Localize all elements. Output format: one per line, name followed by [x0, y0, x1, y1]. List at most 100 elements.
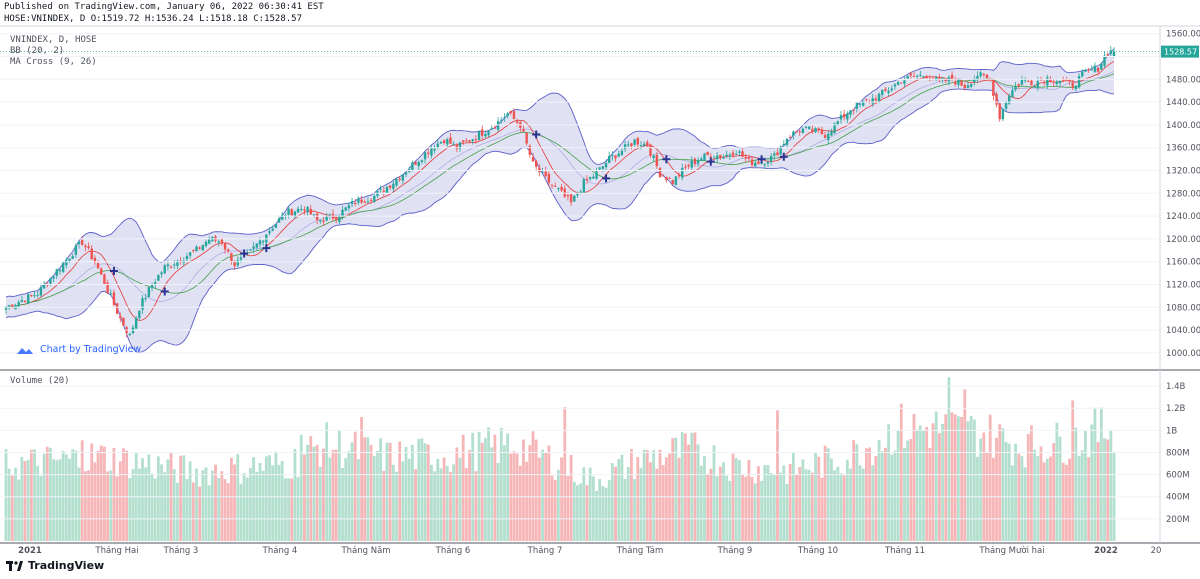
volume-bar: [118, 461, 122, 541]
candle-body: [744, 156, 747, 159]
volume-bar: [807, 469, 811, 541]
ma-cross-marker: [779, 152, 788, 161]
volume-bar: [337, 430, 341, 541]
candle-body: [852, 109, 855, 111]
volume-bar: [1074, 427, 1078, 541]
candle-body: [719, 154, 722, 158]
volume-bar: [268, 455, 271, 541]
volume-bar: [299, 434, 303, 541]
candle-body: [1052, 81, 1055, 83]
volume-bar: [26, 459, 30, 541]
volume-bar: [839, 473, 843, 541]
volume-bar: [122, 448, 125, 541]
candle-body: [554, 185, 557, 187]
candle-body: [103, 274, 106, 285]
ma-cross-marker: [160, 287, 169, 296]
volume-bar: [318, 466, 322, 541]
volume-bar: [747, 459, 751, 541]
candle-body: [833, 123, 836, 134]
candle-body: [950, 74, 954, 80]
volume-bar: [610, 463, 614, 541]
candle-body: [541, 171, 544, 173]
volume-bar: [953, 414, 957, 541]
volume-bar: [372, 456, 376, 541]
candle-body: [1055, 81, 1059, 85]
volume-bar: [436, 458, 440, 541]
volume-bar: [1058, 436, 1062, 541]
candle-body: [585, 178, 589, 181]
candle-body: [668, 177, 671, 179]
candle-body: [236, 260, 239, 266]
tradingview-logo[interactable]: TradingView: [6, 559, 104, 572]
volume-bar: [988, 414, 992, 541]
volume-bar: [483, 437, 487, 541]
price-axis-label: 1360.00: [1166, 144, 1200, 154]
candle-body: [71, 256, 74, 259]
volume-bar: [874, 455, 878, 541]
volume-bar: [1103, 438, 1106, 541]
volume-bar: [290, 478, 294, 541]
volume-bar: [633, 479, 637, 541]
volume-bar: [1026, 434, 1030, 541]
price-axis-label: 1000.00: [1166, 349, 1200, 359]
candle-body: [842, 113, 846, 118]
legend-symbol[interactable]: VNINDEX, D, HOSE: [10, 35, 97, 45]
candle-body: [658, 168, 662, 178]
candle-body: [871, 98, 874, 104]
candle-body: [144, 297, 147, 300]
volume-bar: [782, 465, 786, 541]
candle-body: [484, 134, 487, 137]
volume-axis-label: 400M: [1166, 493, 1190, 503]
candle-body: [239, 257, 243, 260]
candle-body: [935, 76, 938, 81]
candle-body: [712, 157, 716, 159]
axes: 1528.57 1000.00 1040.00 1080.00 1120.00 1160.…: [0, 25, 1200, 556]
volume-bar: [36, 465, 40, 541]
price-axis-label: 1080.00: [1166, 303, 1200, 313]
candle-body: [506, 113, 509, 117]
candle-body: [627, 144, 630, 146]
candle-body: [906, 75, 909, 79]
candle-body: [861, 100, 865, 106]
price-axis-label: 1440.00: [1166, 98, 1200, 108]
candle-body: [566, 195, 570, 197]
volume-bar: [112, 447, 116, 541]
volume-bar: [410, 444, 414, 541]
volume-bar: [357, 459, 360, 541]
volume-bar: [1011, 465, 1014, 541]
candle-body: [500, 119, 503, 121]
volume-bar: [630, 449, 633, 541]
candle-body: [344, 207, 347, 211]
candle-body: [33, 295, 36, 297]
candle-body: [722, 157, 725, 159]
volume-bar: [341, 468, 344, 541]
chart-by-tradingview-link[interactable]: Chart by TradingView: [16, 344, 141, 355]
candle-body: [706, 151, 709, 156]
volume-bar: [58, 459, 62, 541]
legend-ma-cross[interactable]: MA Cross (9, 26): [10, 57, 97, 67]
candle-body: [608, 156, 611, 163]
candle-body: [293, 211, 297, 218]
volume-axis-label: 600M: [1166, 471, 1190, 481]
candle-body: [1093, 65, 1097, 72]
candle-body: [738, 151, 741, 153]
candle-body: [623, 144, 627, 150]
volume-bar: [591, 476, 595, 541]
ma-slow-line: [5, 73, 1115, 308]
volume-bar: [420, 438, 424, 541]
candle-body: [309, 208, 312, 215]
volume-bar: [518, 465, 522, 541]
candle-body: [357, 198, 360, 203]
volume-bar: [442, 457, 446, 541]
candle-body: [903, 80, 906, 84]
candle-body: [458, 142, 462, 149]
volume-bar: [103, 446, 106, 541]
legend-volume[interactable]: Volume (20): [10, 376, 70, 386]
candle-body: [134, 317, 138, 329]
candle-body: [96, 263, 100, 269]
legend-bb[interactable]: BB (20, 2): [10, 46, 65, 56]
volume-bar: [147, 454, 151, 541]
volume-bar: [23, 461, 27, 541]
volume-bar: [1106, 439, 1110, 541]
